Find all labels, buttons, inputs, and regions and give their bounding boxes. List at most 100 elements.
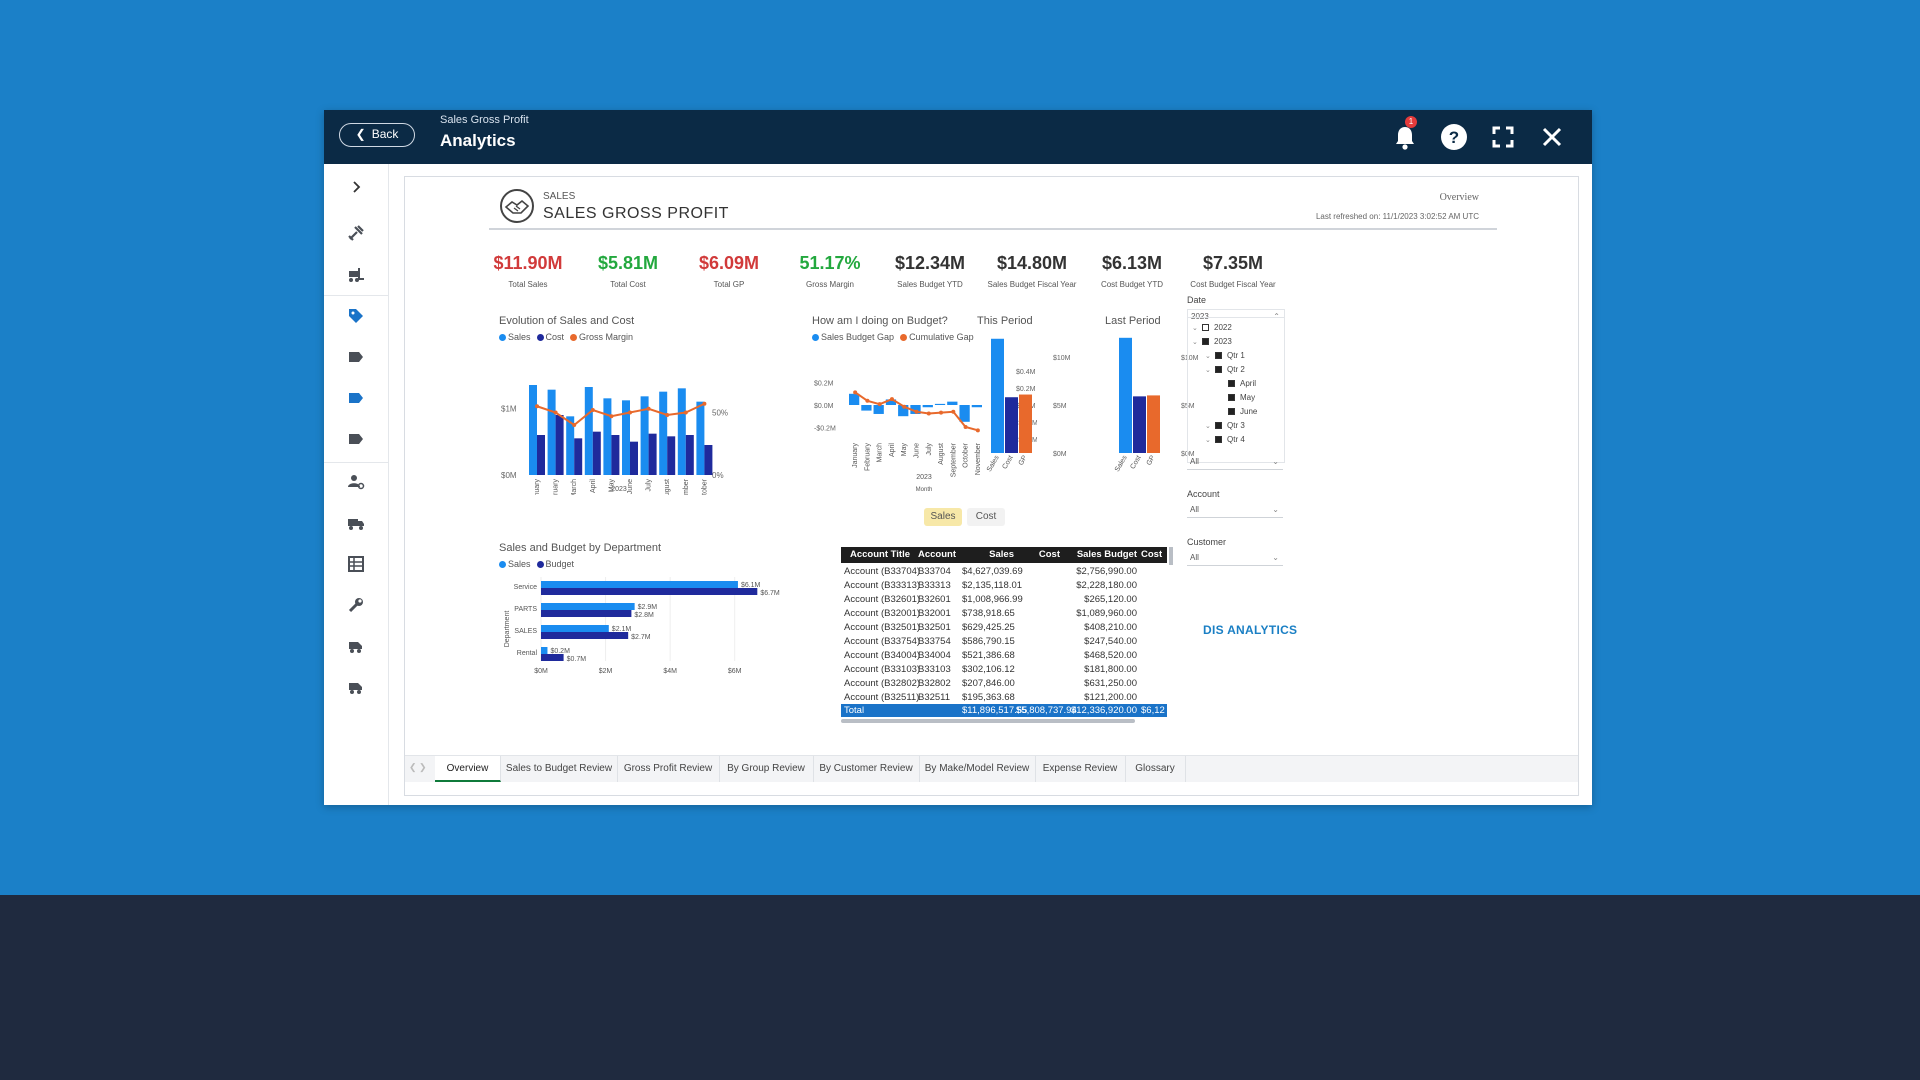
table-cell: $181,800.00 <box>1084 664 1137 675</box>
help-icon[interactable]: ? <box>1437 120 1471 154</box>
data-label: $2.9M <box>638 604 658 611</box>
sidebar <box>324 164 389 805</box>
table-row[interactable]: Account (B33704) B33704 $4,627,039.69 $2,75… <box>841 564 1167 577</box>
checkbox[interactable] <box>1215 366 1222 374</box>
report-header: SALES SALES GROSS PROFIT Overview Last r… <box>489 182 1497 230</box>
date-tree-item[interactable]: June <box>1218 406 1257 418</box>
date-tree-item[interactable]: May <box>1218 392 1255 404</box>
fullscreen-icon[interactable] <box>1486 120 1520 154</box>
total-cell: $5,808,737.94 <box>1016 705 1077 716</box>
table-row[interactable]: Account (B33754) B33754 $586,790.15 $247,54… <box>841 634 1167 647</box>
close-icon[interactable] <box>1535 120 1569 154</box>
truck-icon[interactable] <box>340 508 372 538</box>
bell-icon[interactable] <box>1388 120 1422 154</box>
customer-filter-dropdown[interactable]: All ⌄ <box>1187 551 1283 566</box>
gross-margin-point <box>553 410 558 415</box>
table-row[interactable]: Account (B32511) B32511 $195,363.68 $121,20… <box>841 690 1167 703</box>
total-cell: $6,12 <box>1141 705 1165 716</box>
column-header[interactable]: Account <box>918 549 956 560</box>
y-axis-label: Department <box>504 611 511 648</box>
expand-arrow-icon[interactable]: ⌄ <box>1192 325 1198 332</box>
column-header[interactable]: Sales <box>989 549 1014 560</box>
checkbox[interactable] <box>1228 408 1235 416</box>
brand-link[interactable]: DIS ANALYTICS <box>1203 623 1298 637</box>
table-row[interactable]: Account (B33103) B33103 $302,106.12 $181,80… <box>841 662 1167 675</box>
tools-icon[interactable] <box>340 218 372 248</box>
checkbox[interactable] <box>1228 394 1235 402</box>
account-filter-label: Account <box>1187 489 1220 499</box>
toggle-sales[interactable]: Sales <box>924 508 962 526</box>
report-page-name: Overview <box>1439 192 1479 203</box>
checkbox[interactable] <box>1215 436 1222 444</box>
table-cell: Account (B33704) <box>844 566 921 577</box>
checkbox[interactable] <box>1228 380 1235 388</box>
x-tick-label: GP <box>1146 454 1157 467</box>
tab-by-customer-review[interactable]: By Customer Review <box>813 756 920 782</box>
table-horizontal-scrollbar[interactable] <box>841 719 1135 723</box>
checkbox[interactable] <box>1202 324 1209 332</box>
date-tree-item[interactable]: ⌄ 2022 <box>1192 322 1232 334</box>
expand-arrow-icon[interactable]: ⌄ <box>1205 367 1211 374</box>
legend-sales-budget-gap: Sales Budget Gap <box>812 332 894 342</box>
sales-tag-icon[interactable] <box>340 301 372 331</box>
table-row[interactable]: Account (B33313) B33313 $2,135,118.01 $2,22… <box>841 578 1167 591</box>
expand-arrow-icon[interactable]: ⌄ <box>1205 437 1211 444</box>
tab-sales-to-budget-review[interactable]: Sales to Budget Review <box>501 756 618 782</box>
delivery-truck-icon[interactable] <box>340 631 372 661</box>
tab-expense-review[interactable]: Expense Review <box>1035 756 1126 782</box>
date-tree-item[interactable]: April <box>1218 378 1256 390</box>
kpi-value: $12.34M <box>894 253 966 273</box>
date-all-dropdown[interactable]: All ⌄ <box>1187 455 1283 470</box>
checkbox[interactable] <box>1215 352 1222 360</box>
table-icon[interactable] <box>340 549 372 579</box>
delivery-truck-icon-2[interactable] <box>340 672 372 702</box>
expand-arrow-icon[interactable]: ⌄ <box>1192 339 1198 346</box>
tab-by-group-review[interactable]: By Group Review <box>719 756 814 782</box>
expand-arrow-icon[interactable]: ⌄ <box>1205 353 1211 360</box>
dept-budget-bar <box>541 632 629 639</box>
expand-arrow-icon[interactable]: ⌄ <box>1205 423 1211 430</box>
kpi-card: $6.13M Cost Budget YTD <box>1077 253 1187 289</box>
date-filter-search[interactable]: 2023 ⌃ <box>1187 309 1285 324</box>
column-header[interactable]: Cost <box>1141 549 1163 560</box>
window-subtitle: Sales Gross Profit <box>440 114 529 126</box>
table-row[interactable]: Account (B34004) B34004 $521,386.68 $468,52… <box>841 648 1167 661</box>
cumulative-gap-point <box>963 424 968 429</box>
tab-scroll-arrows[interactable]: ❮ ❯ <box>409 762 427 772</box>
label-icon-2[interactable] <box>340 424 372 454</box>
back-button[interactable]: ❮ Back <box>339 123 415 147</box>
account-filter-dropdown[interactable]: All ⌄ <box>1187 503 1283 518</box>
date-tree-item[interactable]: ⌄ Qtr 2 <box>1205 364 1245 376</box>
budget-gap-bar <box>971 405 982 408</box>
date-tree-item[interactable]: ⌄ 2023 <box>1192 336 1232 348</box>
table-vertical-scrollbar[interactable] <box>1169 547 1173 565</box>
tab-gross-profit-review[interactable]: Gross Profit Review <box>617 756 720 782</box>
table-row[interactable]: Account (B32802) B32802 $207,846.00 $631,25… <box>841 676 1167 689</box>
column-header[interactable]: Sales Budget <box>1076 549 1137 560</box>
chevron-down-icon: ⌄ <box>1272 553 1279 562</box>
column-header[interactable]: Cost <box>1038 549 1060 560</box>
table-row[interactable]: Account (B32501) B32501 $629,425.25 $408,21… <box>841 620 1167 633</box>
date-tree-item[interactable]: ⌄ Qtr 4 <box>1205 434 1245 446</box>
table-row[interactable]: Account (B32001) B32001 $738,918.65 $1,089,… <box>841 606 1167 619</box>
table-row[interactable]: Account (B32601) B32601 $1,008,966.99 $265,… <box>841 592 1167 605</box>
wrench-icon[interactable] <box>340 590 372 620</box>
tab-by-make-model-review[interactable]: By Make/Model Review <box>919 756 1036 782</box>
forklift-icon[interactable] <box>340 259 372 289</box>
checkbox[interactable] <box>1215 422 1222 430</box>
x-tick-label: February <box>553 479 560 495</box>
expand-chevron-icon[interactable] <box>340 172 372 202</box>
date-tree-item[interactable]: ⌄ Qtr 3 <box>1205 420 1245 432</box>
tab-glossary[interactable]: Glossary <box>1125 756 1186 782</box>
tab-overview[interactable]: Overview <box>435 756 501 782</box>
column-header[interactable]: Account Title <box>850 549 910 560</box>
user-search-icon[interactable] <box>340 467 372 497</box>
checkbox[interactable] <box>1202 338 1209 346</box>
label-icon[interactable] <box>340 342 372 372</box>
table-cell: $265,120.00 <box>1084 594 1137 605</box>
this-period-title: This Period <box>977 315 1033 327</box>
toggle-cost[interactable]: Cost <box>967 508 1005 526</box>
x-tick-label: August <box>664 479 671 495</box>
date-tree-item[interactable]: ⌄ Qtr 1 <box>1205 350 1245 362</box>
label-active-icon[interactable] <box>340 383 372 413</box>
